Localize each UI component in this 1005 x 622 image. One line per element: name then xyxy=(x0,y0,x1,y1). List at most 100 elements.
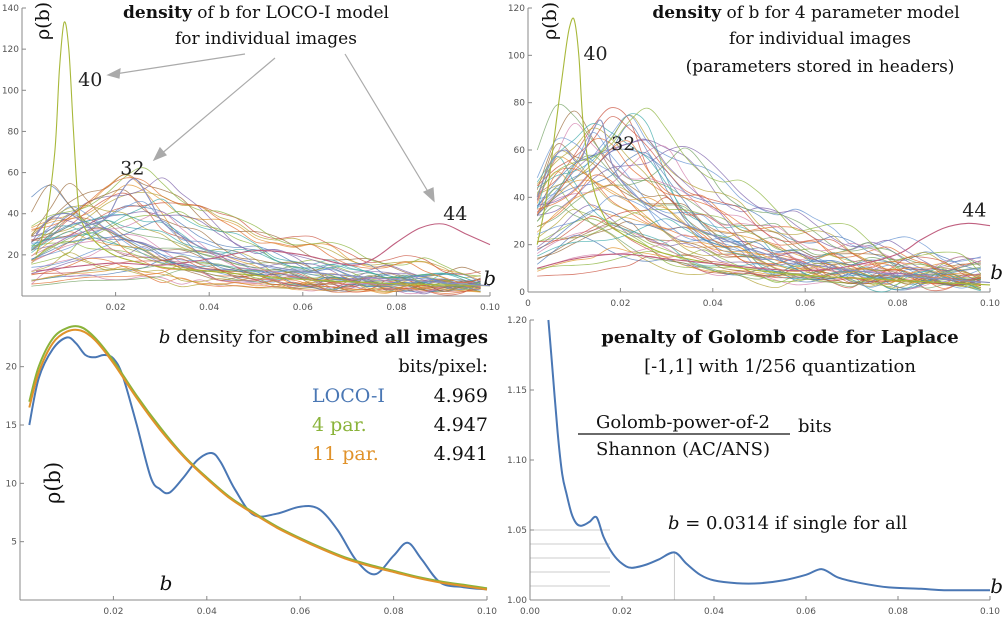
y-tick-label: 1.10 xyxy=(507,456,527,466)
density-curve-background xyxy=(537,247,981,285)
image-annotation-40: 40 xyxy=(583,43,607,65)
density-curve-background xyxy=(536,103,981,276)
y-tick-label: 100 xyxy=(508,51,525,61)
y-tick-label: 100 xyxy=(2,86,19,96)
y-tick-label: 15 xyxy=(6,421,17,431)
density-curve-background xyxy=(536,184,981,284)
density-curve-background xyxy=(536,208,981,289)
legend-heading: bits/pixel: xyxy=(398,356,488,377)
series-loco-i xyxy=(28,336,488,591)
density-curve-background xyxy=(31,211,481,293)
density-curve-background xyxy=(537,195,981,285)
title-bottom-right: penalty of Golomb code for Laplace xyxy=(601,327,958,348)
y-tick-label: 140 xyxy=(2,4,19,14)
density-curve-background xyxy=(537,147,981,273)
x-tick-label: 0.04 xyxy=(197,607,217,617)
fraction-denominator: Shannon (AC/ANS) xyxy=(596,439,770,460)
legend-bits: 4.969 xyxy=(434,385,488,407)
title-top-left: density of b for LOCO-I model xyxy=(123,3,389,23)
ylabel-bottom-left: ρ(b) xyxy=(41,462,65,504)
density-curve-background xyxy=(537,146,981,271)
density-curve-image-32 xyxy=(35,178,491,287)
density-curve-background xyxy=(536,167,981,285)
ticks-top-right: 0 0.02 0.04 0.06 0.08 0.10 0 20 40 60 80 100 120 xyxy=(508,4,1000,309)
y-tick-label: 20 xyxy=(514,241,526,251)
x-tick-label: 0.08 xyxy=(386,303,406,313)
y-tick-label: 60 xyxy=(514,146,526,156)
title-prefix-bottom-left: b xyxy=(159,327,171,348)
y-tick-label: 120 xyxy=(508,4,525,14)
panel-top-right: 0 0.02 0.04 0.06 0.08 0.10 0 20 40 60 80 100 120 ρ(b… xyxy=(508,2,1003,309)
x-tick-label: 0.04 xyxy=(703,299,723,309)
y-tick-label: 60 xyxy=(8,169,20,179)
fraction-numerator: Golomb-power-of-2 xyxy=(596,412,770,433)
density-curve-background xyxy=(536,116,981,283)
legend-bits: 4.947 xyxy=(434,414,488,436)
x-tick-label: 0.02 xyxy=(103,607,123,617)
panel-top-left: 0.02 0.04 0.06 0.08 0.10 20 40 60 80 100 120 140 ρ(… xyxy=(2,2,500,313)
background-curves-top-right xyxy=(536,103,982,293)
y-tick-label: 20 xyxy=(6,363,18,373)
density-curve-background xyxy=(536,174,981,289)
fraction-unit: bits xyxy=(798,416,832,437)
density-curve-image-40 xyxy=(536,17,991,286)
ylabel-top-right: ρ(b) xyxy=(539,2,561,40)
image-annotation-44: 44 xyxy=(443,203,467,225)
density-curve-background xyxy=(31,173,481,277)
title-rest-top-right: of b for 4 parameter model xyxy=(721,3,960,23)
title-line2-top-right: for individual images xyxy=(729,29,911,49)
legend-name: 4 par. xyxy=(312,414,367,436)
density-curve-background xyxy=(31,257,481,294)
panel-bottom-left: 0.02 0.04 0.06 0.08 0.10 5 10 15 20 ρ(b) b b den… xyxy=(6,320,498,617)
image-annotation-32: 32 xyxy=(611,133,635,155)
density-curve-background xyxy=(536,123,981,271)
y-tick-label: 0 xyxy=(519,288,525,298)
guide-lines-bottom-right xyxy=(530,529,675,600)
density-curve-background xyxy=(537,138,981,286)
density-curve-background xyxy=(31,246,481,292)
title-bold-top-right: density xyxy=(652,3,722,23)
ticks-bottom-left: 0.02 0.04 0.06 0.08 0.10 5 10 15 20 xyxy=(6,363,498,617)
x-tick-label: 0.04 xyxy=(199,303,219,313)
x-tick-label: 0.02 xyxy=(610,299,630,309)
density-curve-image-32 xyxy=(536,119,991,284)
image-annotation-40: 40 xyxy=(78,69,102,91)
x-tick-label: 0.02 xyxy=(612,607,632,617)
highlight-curves-top-right xyxy=(536,17,991,286)
density-curve-background xyxy=(31,213,481,288)
legend-bottom-left: LOCO-I 4.969 4 par. 4.947 11 par. 4.941 xyxy=(312,385,488,465)
density-curve-background xyxy=(537,115,981,263)
annotation-rest: = 0.0314 if single for all xyxy=(680,513,908,534)
density-curve-background xyxy=(31,220,481,293)
y-tick-label: 40 xyxy=(514,193,526,203)
y-tick-label: 1.15 xyxy=(507,386,527,396)
xlabel-bottom-left: b xyxy=(160,571,173,595)
y-tick-label: 1.05 xyxy=(507,526,527,536)
y-tick-label: 1.20 xyxy=(507,316,527,326)
title-bold-bottom-left: combined all images xyxy=(280,327,488,348)
image-annotation-32: 32 xyxy=(120,158,144,180)
x-tick-label: 0.08 xyxy=(888,299,908,309)
density-curve-background xyxy=(536,143,981,271)
density-curve-image-40 xyxy=(35,21,491,287)
title-line2-bottom-right: [-1,1] with 1/256 quantization xyxy=(644,356,916,377)
y-tick-label: 40 xyxy=(8,210,20,220)
ticks-top-left: 0.02 0.04 0.06 0.08 0.10 20 40 60 80 100 120 140 xyxy=(2,4,500,313)
y-tick-label: 120 xyxy=(2,45,19,55)
highlight-curves-top-left xyxy=(35,21,491,287)
density-curve-background xyxy=(536,156,981,281)
x-tick-label: 0.02 xyxy=(106,303,126,313)
legend-name: LOCO-I xyxy=(312,385,385,407)
x-tick-label: 0.10 xyxy=(480,303,500,313)
x-tick-label: 0.10 xyxy=(980,607,1000,617)
arrows-top-left xyxy=(106,53,435,203)
panel-bottom-right: 0.00 0.02 0.04 0.06 0.08 0.10 1.00 1.05 1.10 1.15… xyxy=(507,316,1003,617)
x-tick-label: 0.06 xyxy=(795,299,815,309)
density-curve-background xyxy=(536,113,981,293)
density-curve-background xyxy=(31,239,481,290)
image-annotation-44: 44 xyxy=(962,199,986,221)
xlabel-bottom-right: b xyxy=(990,574,1003,598)
density-curve-background xyxy=(31,202,481,275)
y-tick-label: 10 xyxy=(6,479,18,489)
